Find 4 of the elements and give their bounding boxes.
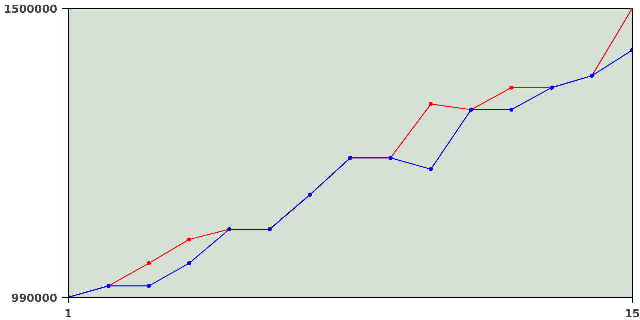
y-tick-label: 990000 [12, 292, 58, 305]
x-tick-label: 15 [624, 308, 640, 320]
x-tick-label: 1 [64, 308, 72, 320]
y-tick-label: 1500000 [4, 3, 58, 16]
